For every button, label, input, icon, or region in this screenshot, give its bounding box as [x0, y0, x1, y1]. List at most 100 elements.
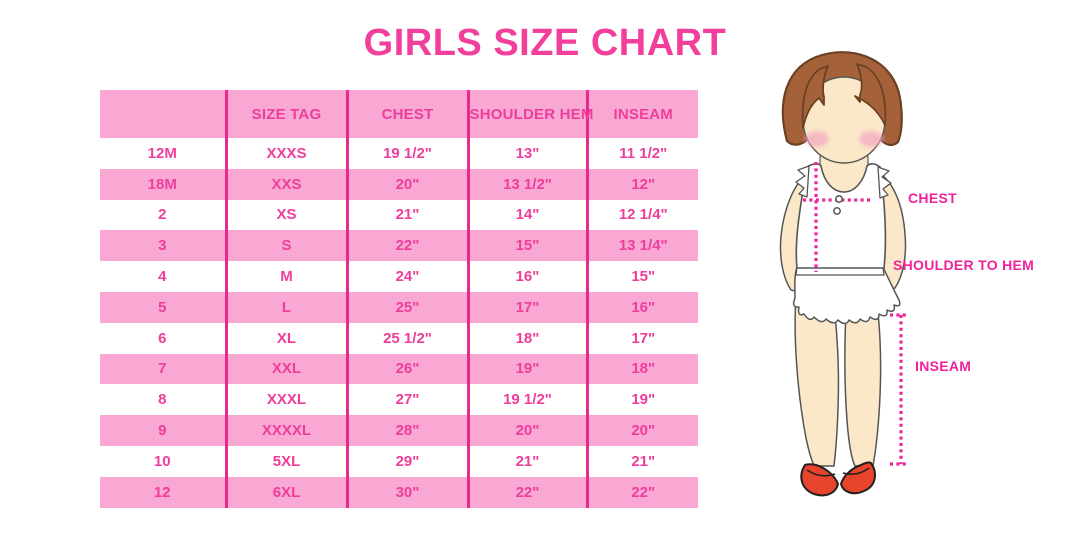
bottom-button — [833, 207, 841, 215]
cell-size: 5 — [100, 291, 228, 323]
measurement-figure: CHEST SHOULDER TO HEM INSEAM — [760, 40, 1090, 545]
cell-shoulder-hem: 15" — [468, 230, 589, 262]
cell-chest: 22" — [347, 230, 470, 262]
cell-chest: 25 1/2" — [347, 322, 470, 354]
cell-chest: 24" — [347, 261, 470, 292]
cell-shoulder-hem: 19" — [468, 353, 589, 385]
cell-inseam: 12 1/4" — [618, 206, 668, 224]
cell-chest: 27" — [347, 384, 470, 416]
cell-size-tag: XS — [226, 199, 349, 231]
right-cheek — [859, 131, 883, 147]
cell-inseam: 18" — [587, 353, 698, 385]
table-row: 3 S 22" 15" 13 1/4" — [100, 230, 698, 262]
cell-size-tag: L — [226, 291, 349, 323]
cell-inseam: 12" — [587, 168, 698, 200]
girl-illustration — [779, 51, 907, 497]
cell-chest: 26" — [347, 353, 470, 385]
cell-shoulder-hem: 19 1/2" — [468, 384, 589, 416]
top-button — [835, 195, 843, 203]
page-title: GIRLS SIZE CHART — [363, 22, 727, 64]
cell-size-tag: S — [226, 230, 349, 262]
cell-chest: 28" — [347, 415, 470, 446]
table-row: 4 M 24" 16" 15" — [100, 261, 698, 292]
cell-size-tag: M — [226, 261, 349, 292]
cell-chest: 21" — [347, 199, 470, 231]
left-leg — [794, 295, 840, 467]
cell-chest: 29" — [347, 445, 470, 477]
table-row: 9 XXXXL 28" 20" 20" — [100, 415, 698, 446]
cell-inseam: 19" — [631, 391, 656, 409]
top-bodice — [795, 163, 887, 269]
cell-size: 4 — [100, 261, 228, 292]
cell-size: 12 — [100, 476, 228, 508]
header-size-tag: SIZE TAG — [226, 90, 349, 138]
cell-size: 12M — [100, 138, 228, 169]
table-row: 12 6XL 30" 22" 22" — [100, 476, 698, 508]
cell-shoulder-hem: 20" — [468, 415, 589, 446]
cell-shoulder-hem: 13" — [468, 138, 589, 169]
cell-size-tag: XXXXL — [226, 415, 349, 446]
left-shoe — [800, 463, 840, 497]
cell-size-tag: XL — [226, 322, 349, 354]
cell-size-tag: XXL — [226, 353, 349, 385]
cell-chest: 19 1/2" — [347, 138, 470, 169]
left-bangs — [801, 65, 829, 129]
cell-inseam: 16" — [587, 291, 698, 323]
cell-size: 8 — [100, 384, 228, 416]
cell-inseam: 21" — [631, 452, 656, 470]
girls-size-table: SIZE TAG CHEST SHOULDER HEM INSEAM 12M X… — [100, 90, 698, 508]
chest-measure-label: CHEST — [908, 190, 957, 206]
table-row: 8 XXXL 27" 19 1/2" 19" — [100, 384, 698, 416]
table-row: 6 XL 25 1/2" 18" 17" — [100, 322, 698, 354]
table-row: 18M XXS 20" 13 1/2" 12" — [100, 168, 698, 200]
left-shoe-strap — [806, 469, 836, 477]
cell-size: 6 — [100, 322, 228, 354]
cell-shoulder-hem: 13 1/2" — [468, 168, 589, 200]
cell-size-tag: XXS — [226, 168, 349, 200]
cell-shoulder-hem: 22" — [468, 476, 589, 508]
header-inseam: INSEAM — [587, 90, 698, 138]
right-shoe-strap — [842, 467, 870, 475]
cell-inseam: 20" — [587, 415, 698, 446]
cell-inseam: 17" — [631, 329, 656, 347]
left-shoulder-ruffle — [795, 165, 810, 198]
right-bangs — [854, 63, 887, 126]
table-header-row: SIZE TAG CHEST SHOULDER HEM INSEAM — [100, 90, 698, 138]
table-row: 10 5XL 29" 21" 21" — [100, 445, 698, 477]
table-row: 2 XS 21" 14" 12 1/4" — [100, 199, 698, 231]
cell-size: 9 — [100, 415, 228, 446]
cell-size-tag: 5XL — [226, 445, 349, 477]
cell-shoulder-hem: 21" — [468, 445, 589, 477]
cell-shoulder-hem: 18" — [468, 322, 589, 354]
skirt — [792, 266, 901, 325]
cell-size: 2 — [100, 199, 228, 231]
cell-chest: 20" — [347, 168, 470, 200]
left-cheek — [805, 131, 829, 147]
cell-chest: 25" — [347, 291, 470, 323]
cell-inseam: 15" — [631, 268, 656, 286]
table-row: 7 XXL 26" 19" 18" — [100, 353, 698, 385]
cell-size-tag: XXXL — [226, 384, 349, 416]
inseam-measure-label: INSEAM — [915, 358, 972, 374]
cell-size: 18M — [100, 168, 228, 200]
shoulder-to-hem-measure-label: SHOULDER TO HEM — [893, 257, 1035, 273]
header-chest: CHEST — [347, 90, 470, 138]
right-shoulder-ruffle — [877, 166, 892, 199]
cell-chest: 30" — [347, 476, 470, 508]
cell-size: 3 — [100, 230, 228, 262]
table-row: 5 L 25" 17" 16" — [100, 291, 698, 323]
cell-shoulder-hem: 14" — [468, 199, 589, 231]
cell-size: 7 — [100, 353, 228, 385]
header-size-blank — [100, 90, 228, 138]
cell-shoulder-hem: 17" — [468, 291, 589, 323]
cell-size: 10 — [100, 445, 228, 477]
cell-inseam: 22" — [587, 476, 698, 508]
cell-inseam: 11 1/2" — [619, 144, 668, 162]
cell-size-tag: 6XL — [226, 476, 349, 508]
cell-shoulder-hem: 16" — [468, 261, 589, 292]
cell-inseam: 13 1/4" — [587, 230, 698, 262]
cell-size-tag: XXXS — [226, 138, 349, 169]
right-shoe — [839, 461, 877, 495]
table-row: 12M XXXS 19 1/2" 13" 11 1/2" — [100, 138, 698, 169]
header-shoulder-hem: SHOULDER HEM — [468, 90, 593, 138]
